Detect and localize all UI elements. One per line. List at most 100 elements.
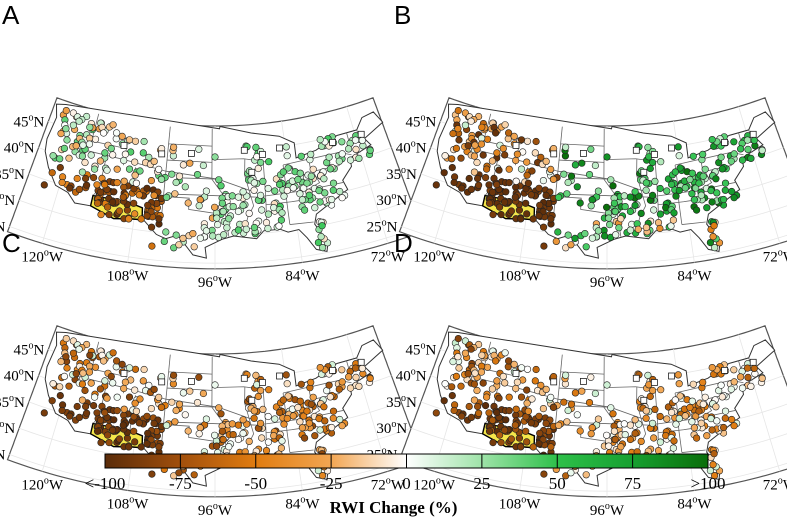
site-marker — [440, 397, 448, 405]
site-marker — [175, 172, 184, 180]
site-marker — [147, 405, 155, 413]
site-marker — [524, 179, 532, 187]
site-marker — [93, 427, 102, 435]
site-marker — [78, 152, 86, 160]
station-square-marker — [579, 377, 587, 385]
site-marker — [552, 237, 560, 245]
site-marker — [298, 196, 307, 204]
site-marker — [576, 199, 584, 207]
site-marker — [110, 188, 118, 196]
site-marker — [708, 198, 716, 206]
site-marker — [211, 431, 219, 439]
site-marker — [750, 364, 758, 372]
site-marker — [113, 393, 121, 401]
site-marker — [150, 191, 158, 199]
site-marker — [603, 203, 611, 211]
site-marker — [294, 403, 302, 412]
station-square-marker — [668, 144, 675, 152]
site-marker — [441, 380, 449, 388]
site-marker — [505, 393, 513, 401]
site-marker — [317, 233, 325, 241]
site-marker — [688, 190, 696, 198]
site-marker — [713, 417, 721, 425]
latitude-label: 30oN — [376, 191, 407, 209]
site-marker — [524, 407, 532, 415]
site-marker — [264, 224, 272, 233]
site-marker — [271, 415, 279, 423]
site-marker — [254, 392, 262, 401]
site-marker — [747, 382, 755, 390]
site-marker — [620, 420, 628, 428]
site-marker — [320, 403, 328, 411]
site-marker — [448, 155, 456, 163]
site-marker — [502, 416, 510, 424]
site-marker — [567, 241, 575, 249]
site-marker — [271, 187, 279, 195]
site-marker — [352, 145, 360, 153]
site-marker — [609, 182, 617, 190]
site-marker — [540, 242, 548, 250]
site-marker — [219, 435, 227, 444]
site-marker — [693, 206, 701, 214]
site-marker — [217, 182, 225, 190]
site-marker — [610, 199, 618, 207]
site-marker — [501, 151, 509, 159]
site-marker — [239, 201, 247, 209]
site-marker — [517, 443, 525, 451]
site-marker — [321, 189, 329, 197]
site-marker — [118, 360, 126, 368]
site-marker — [279, 168, 287, 176]
site-marker — [470, 380, 478, 388]
site-marker — [711, 244, 719, 252]
site-marker — [40, 181, 48, 189]
site-marker — [90, 165, 99, 173]
site-marker — [711, 472, 719, 480]
site-marker — [234, 193, 242, 201]
site-marker — [528, 395, 536, 403]
longitude-label: 108oW — [499, 266, 542, 284]
site-marker — [284, 164, 292, 172]
site-marker — [617, 443, 625, 451]
site-marker — [264, 210, 273, 218]
site-marker — [493, 409, 501, 417]
latitude-label: 25oN — [0, 218, 6, 236]
colorbar-tick-label: -50 — [244, 474, 268, 493]
site-marker — [542, 191, 550, 199]
site-marker — [355, 382, 363, 390]
site-marker — [758, 146, 766, 154]
site-marker — [505, 165, 513, 173]
site-marker — [449, 130, 457, 138]
site-marker — [721, 186, 729, 194]
longitude-label: 108oW — [499, 494, 542, 512]
site-marker — [338, 138, 346, 146]
site-marker — [96, 416, 105, 424]
colorbar-tick-label: <-100 — [84, 474, 126, 493]
site-marker — [338, 422, 346, 430]
site-marker — [465, 174, 473, 183]
site-marker — [316, 364, 324, 372]
site-marker — [582, 471, 590, 479]
site-marker — [537, 153, 545, 161]
site-marker — [320, 175, 328, 183]
site-marker — [571, 389, 579, 397]
site-marker — [179, 161, 187, 169]
site-marker — [686, 403, 694, 412]
site-marker — [119, 421, 127, 429]
site-marker — [186, 387, 194, 395]
longitude-label: 96oW — [590, 501, 625, 518]
site-marker — [737, 373, 745, 381]
site-marker — [245, 209, 253, 217]
site-marker — [646, 392, 654, 401]
site-marker — [493, 377, 501, 385]
site-marker — [564, 231, 572, 239]
site-marker — [62, 125, 70, 133]
site-marker — [663, 415, 671, 423]
longitude-label: 84oW — [285, 494, 320, 512]
site-marker — [190, 471, 198, 479]
site-marker — [703, 432, 711, 440]
site-marker — [464, 370, 472, 378]
site-marker — [465, 402, 473, 411]
station-square-marker — [276, 144, 283, 152]
site-marker — [587, 373, 595, 381]
station-square-marker — [668, 372, 675, 380]
